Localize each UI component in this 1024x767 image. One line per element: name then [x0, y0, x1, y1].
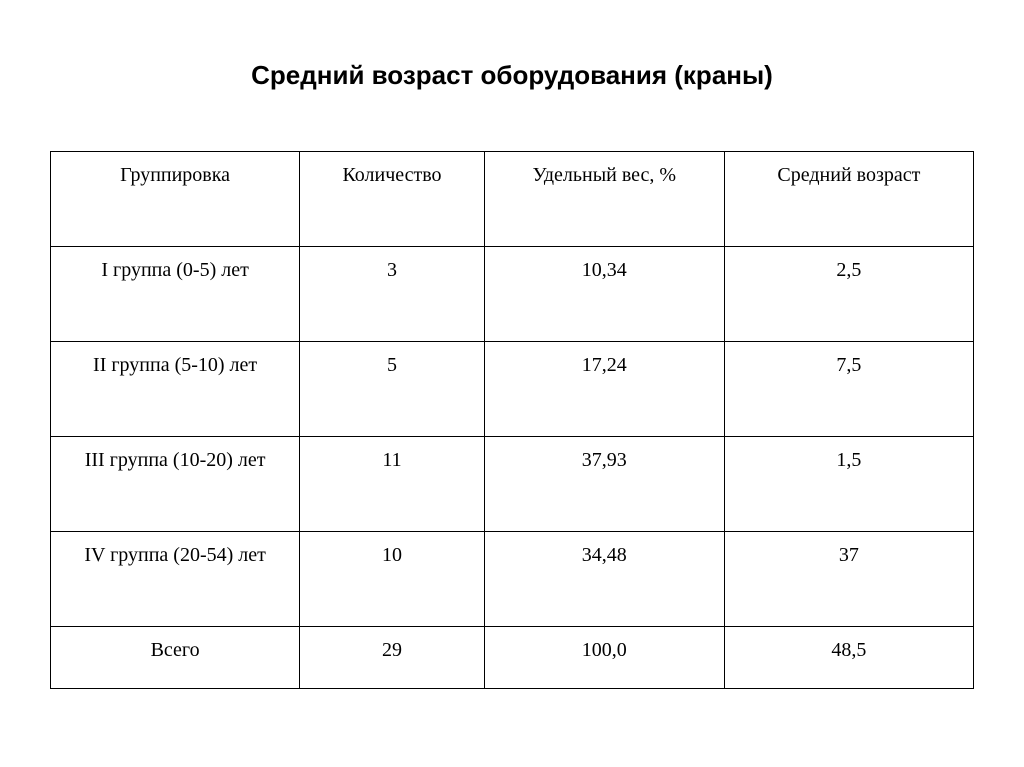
cell-weight: 10,34: [484, 247, 724, 342]
cell-group: III группа (10-20) лет: [51, 437, 300, 532]
table-row: III группа (10-20) лет 11 37,93 1,5: [51, 437, 974, 532]
cell-group: Всего: [51, 627, 300, 689]
cell-count: 10: [300, 532, 485, 627]
cell-count: 11: [300, 437, 485, 532]
cell-age: 1,5: [724, 437, 973, 532]
table-header-row: Группировка Количество Удельный вес, % С…: [51, 152, 974, 247]
cell-group: IV группа (20-54) лет: [51, 532, 300, 627]
cell-weight: 34,48: [484, 532, 724, 627]
table-row: II группа (5-10) лет 5 17,24 7,5: [51, 342, 974, 437]
col-header-age: Средний возраст: [724, 152, 973, 247]
table-body: I группа (0-5) лет 3 10,34 2,5 II группа…: [51, 247, 974, 689]
col-header-count: Количество: [300, 152, 485, 247]
table-row: I группа (0-5) лет 3 10,34 2,5: [51, 247, 974, 342]
cell-weight: 37,93: [484, 437, 724, 532]
cell-age: 7,5: [724, 342, 973, 437]
cell-count: 3: [300, 247, 485, 342]
cell-group: II группа (5-10) лет: [51, 342, 300, 437]
col-header-weight: Удельный вес, %: [484, 152, 724, 247]
cell-count: 5: [300, 342, 485, 437]
cell-age: 2,5: [724, 247, 973, 342]
cell-group: I группа (0-5) лет: [51, 247, 300, 342]
cell-age: 48,5: [724, 627, 973, 689]
equipment-age-table: Группировка Количество Удельный вес, % С…: [50, 151, 974, 689]
cell-count: 29: [300, 627, 485, 689]
page-title: Средний возраст оборудования (краны): [50, 60, 974, 91]
cell-weight: 17,24: [484, 342, 724, 437]
cell-age: 37: [724, 532, 973, 627]
table-row-total: Всего 29 100,0 48,5: [51, 627, 974, 689]
cell-weight: 100,0: [484, 627, 724, 689]
col-header-group: Группировка: [51, 152, 300, 247]
table-row: IV группа (20-54) лет 10 34,48 37: [51, 532, 974, 627]
